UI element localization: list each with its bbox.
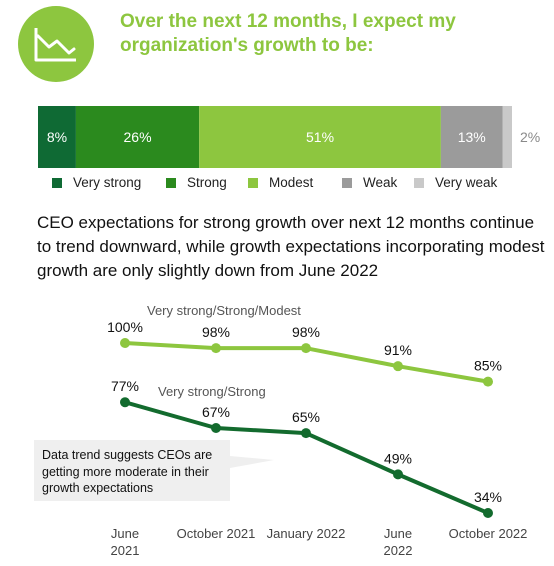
bar-label-strong: 26% <box>124 129 152 145</box>
data-point-lower-2 <box>301 428 311 439</box>
trend-line-chart: 100% 98% 98% 91% 85% 77% 67% 65% 49% 34% Very stro… <box>107 303 528 558</box>
legend-swatch-very-weak <box>414 178 424 188</box>
callout-box: Data trend suggests CEOs are getting mor… <box>34 440 274 501</box>
data-point-upper-1 <box>211 343 221 354</box>
data-label-lower-1: 67% <box>202 404 230 420</box>
bar-label-very-weak: 2% <box>520 129 540 145</box>
header-title: Over the next 12 months, I expect my org… <box>120 11 456 56</box>
data-label-upper-4: 85% <box>474 358 502 374</box>
legend-swatch-weak <box>342 178 352 188</box>
bar-label-very-strong: 8% <box>47 129 67 145</box>
x-tick-label-1: October 2021 <box>177 526 256 541</box>
legend-swatch-strong <box>166 178 176 188</box>
bar-segment-weak <box>440 106 503 168</box>
data-point-lower-1 <box>211 423 221 433</box>
data-point-lower-0 <box>120 397 130 408</box>
legend-label-very-weak: Very weak <box>435 175 498 190</box>
x-tick-label-2: January 2022 <box>267 526 346 541</box>
legend-label-very-strong: Very strong <box>73 175 141 190</box>
data-label-lower-4: 34% <box>474 489 502 505</box>
data-point-lower-4 <box>483 508 493 518</box>
stacked-bar-chart: 8% 26% 51% 13% 2% Very strong Strong Modest Weak… <box>38 106 540 190</box>
bar-segment-very-strong <box>38 106 76 168</box>
data-point-upper-2 <box>301 343 311 354</box>
x-tick-label-line2-3: 2022 <box>384 543 413 558</box>
legend-label-weak: Weak <box>363 175 398 190</box>
x-tick-label-line2-0: 2021 <box>111 543 140 558</box>
declining-chart-icon <box>18 6 94 82</box>
legend-swatch-modest <box>248 178 258 188</box>
data-point-upper-4 <box>483 376 493 387</box>
legend-label-strong: Strong <box>187 175 227 190</box>
data-label-lower-3: 49% <box>384 450 412 466</box>
data-label-upper-0: 100% <box>107 319 143 335</box>
x-tick-label-4: October 2022 <box>449 526 528 541</box>
x-tick-label-0: June <box>111 526 139 541</box>
bar-label-weak: 13% <box>458 129 486 145</box>
chart-subtitle: CEO expectations for strong growth over … <box>37 213 545 280</box>
bar-segment-modest <box>199 106 441 168</box>
data-point-upper-0 <box>120 338 130 348</box>
data-label-lower-0: 77% <box>111 378 139 394</box>
legend-swatch-very-strong <box>52 178 62 188</box>
bar-label-modest: 51% <box>306 129 334 145</box>
data-point-upper-3 <box>393 361 403 372</box>
legend-label-modest: Modest <box>269 175 314 190</box>
series-name-lower: Very strong/Strong <box>158 384 266 399</box>
data-label-upper-2: 98% <box>292 324 320 340</box>
data-label-upper-3: 91% <box>384 342 412 358</box>
data-label-lower-2: 65% <box>292 409 320 425</box>
callout-text: Data trend suggests CEOs are getting mor… <box>42 448 213 495</box>
callout-shape <box>34 440 274 501</box>
bar-segment-very-weak <box>502 106 512 168</box>
data-label-upper-1: 98% <box>202 324 230 340</box>
series-name-upper: Very strong/Strong/Modest <box>147 303 301 318</box>
x-tick-label-3: June <box>384 526 412 541</box>
bar-segment-strong <box>75 106 200 168</box>
data-point-lower-3 <box>393 469 403 480</box>
